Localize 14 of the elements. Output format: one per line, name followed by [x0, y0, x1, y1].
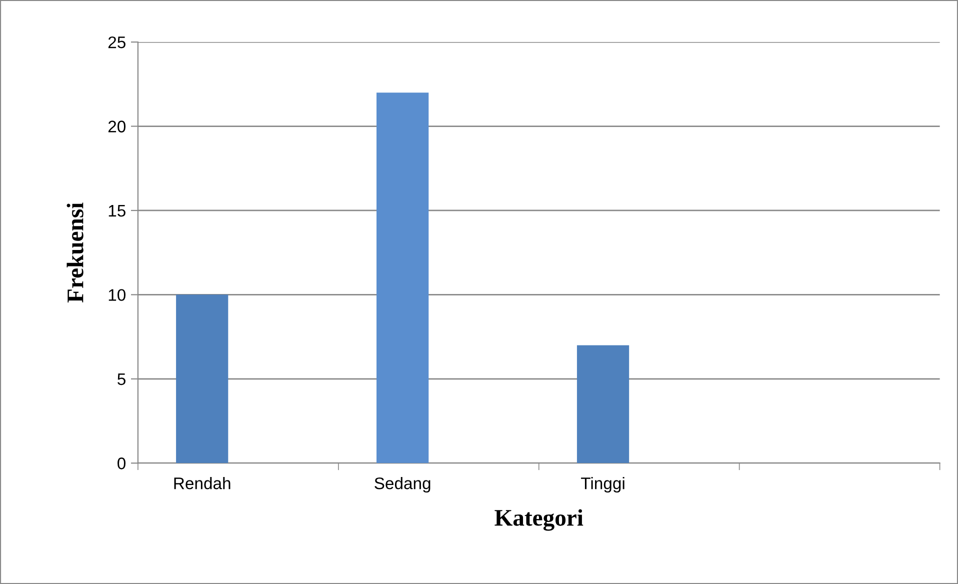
y-tick-label: 10	[108, 289, 126, 301]
y-tick-label: 25	[108, 36, 126, 48]
y-axis-title: Frekuensi	[66, 202, 84, 302]
y-tick-label: 15	[108, 205, 126, 217]
y-tick-label: 5	[118, 373, 126, 386]
x-axis-title: Kategori	[494, 509, 584, 531]
x-tick-label: Sedang	[374, 477, 430, 493]
y-tick-label: 0	[118, 458, 126, 470]
x-tick-label: Tinggi	[581, 477, 624, 493]
bar	[376, 92, 429, 464]
x-tick-label: Rendah	[174, 477, 230, 490]
bar	[576, 345, 630, 464]
y-tick-label: 20	[108, 120, 126, 132]
bar	[176, 294, 228, 464]
